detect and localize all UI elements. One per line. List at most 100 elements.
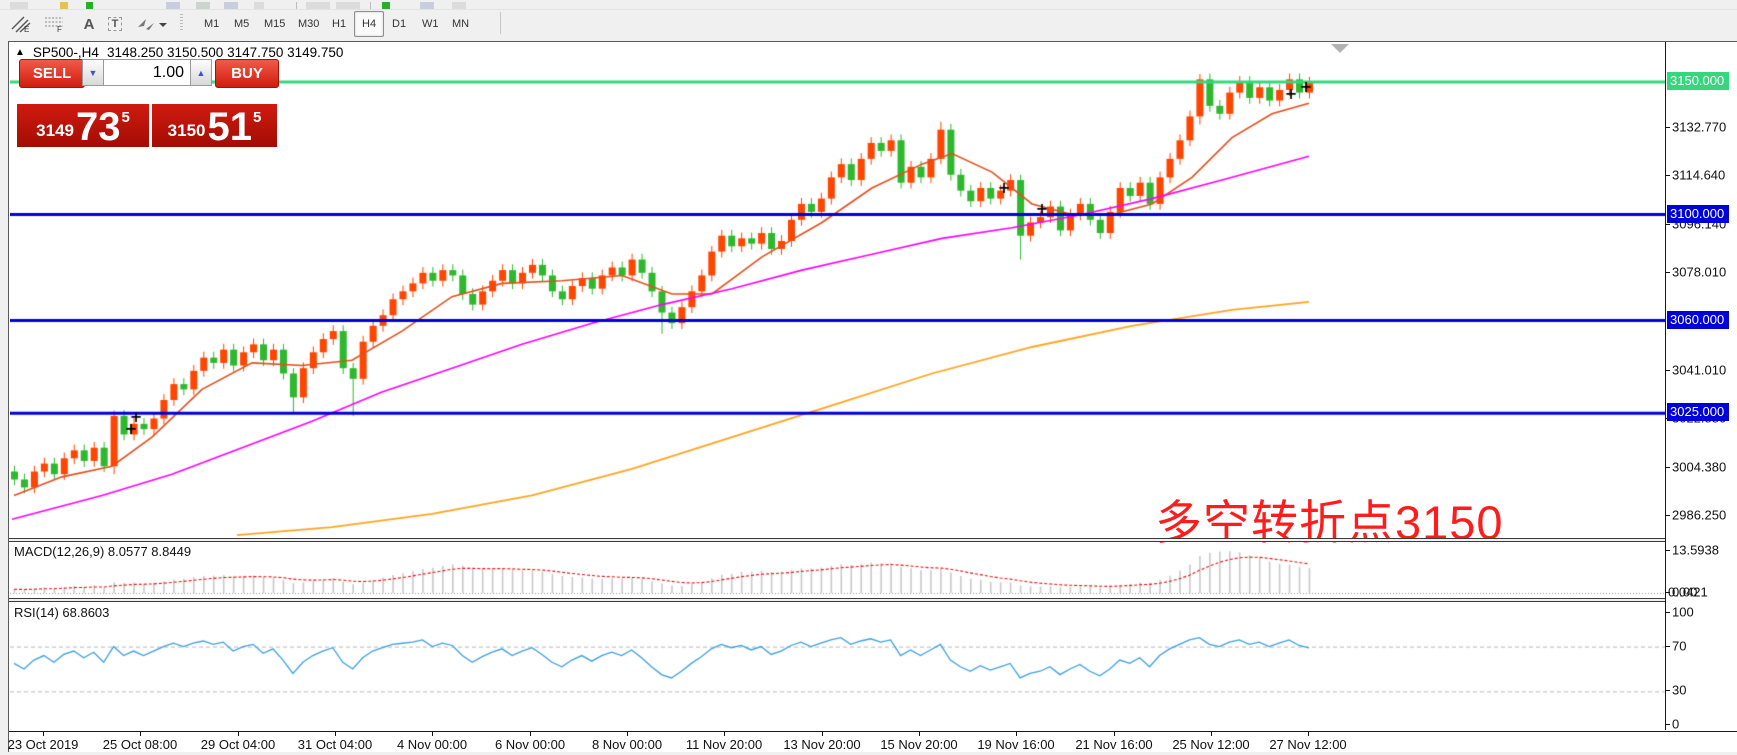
- rsi-axis-label: 30: [1672, 682, 1687, 698]
- label-tool-icon[interactable]: T: [100, 11, 130, 37]
- price-axis-label: 3041.010: [1672, 362, 1727, 378]
- text-tool-icon[interactable]: A: [83, 15, 95, 33]
- axis-tick: [432, 732, 433, 736]
- panel-separator[interactable]: [9, 538, 1665, 542]
- volume-input[interactable]: [104, 59, 190, 86]
- timeframe-MN[interactable]: MN: [452, 18, 470, 30]
- time-axis-label: 15 Nov 20:00: [880, 737, 958, 752]
- svg-text:F: F: [57, 25, 62, 33]
- chart-shift-marker[interactable]: [1331, 44, 1349, 53]
- chart-annotation-text: 多空转折点3150: [1155, 496, 1504, 549]
- level-price-tag: 3150.000: [1667, 72, 1730, 90]
- sell-button[interactable]: SELL: [19, 59, 85, 88]
- workspace-margin: [0, 752, 1737, 755]
- clipped-icon: [166, 2, 180, 9]
- ask-price-sup: 5: [252, 109, 262, 126]
- time-axis-label: 19 Nov 16:00: [977, 737, 1055, 752]
- bid-price-sup: 5: [121, 109, 130, 126]
- price-axis-label: 2986.250: [1672, 507, 1727, 523]
- ask-price-big: 51: [207, 105, 252, 149]
- bid-price-box[interactable]: 3149 73 5: [17, 104, 149, 147]
- macd-label: MACD(12,26,9) 8.0577 8.8449: [14, 544, 192, 559]
- volume-increase-button[interactable]: ▲: [190, 59, 212, 86]
- drawing-toolbar: E F A T M1 M5 M15 M30 H1 H4 D1 W1 MN: [0, 10, 1737, 37]
- price-axis-label: 3004.380: [1672, 459, 1727, 475]
- axis-tick: [1665, 690, 1670, 692]
- axis-tick: [919, 732, 920, 736]
- arrows-tool-icon[interactable]: [130, 11, 172, 37]
- axis-tick: [1665, 369, 1670, 371]
- timeframe-H1[interactable]: H1: [332, 18, 347, 30]
- clipped-icon: [10, 2, 28, 9]
- timeframe-D1[interactable]: D1: [392, 18, 407, 30]
- workspace-margin: [0, 37, 8, 755]
- axis-tick: [1665, 174, 1670, 176]
- timeframe-M15[interactable]: M15: [264, 18, 286, 30]
- fibonacci-tool-icon[interactable]: F: [40, 11, 70, 37]
- axis-tick: [627, 732, 628, 736]
- channel-tool-icon[interactable]: E: [6, 11, 36, 37]
- chart-window: ▲ SP500-,H4 3148.250 3150.500 3147.750 3…: [7, 41, 1737, 754]
- collapse-panel-icon[interactable]: ▲: [15, 47, 25, 58]
- axis-tick: [1665, 223, 1670, 225]
- time-axis-label: 23 Oct 2019: [7, 737, 79, 752]
- clipped-icon: [420, 2, 434, 9]
- divider: [296, 2, 297, 9]
- axis-tick: [724, 732, 725, 736]
- buy-button[interactable]: BUY: [215, 59, 279, 88]
- axis-tick: [1665, 645, 1670, 647]
- time-axis-label: 25 Nov 12:00: [1172, 737, 1250, 752]
- timeframe-M5[interactable]: M5: [234, 18, 250, 30]
- axis-tick: [1114, 732, 1115, 736]
- axis-tick: [1665, 514, 1670, 516]
- rsi-label: RSI(14) 68.8603: [14, 605, 110, 620]
- axis-tick: [1665, 126, 1670, 128]
- time-axis-label: 25 Oct 08:00: [102, 737, 178, 752]
- timeframe-W1[interactable]: W1: [422, 18, 439, 30]
- chart-header: ▲ SP500-,H4 3148.250 3150.500 3147.750 3…: [15, 45, 343, 60]
- divider: [370, 2, 371, 9]
- clipped-icon: [224, 2, 238, 9]
- time-axis-label: 31 Oct 04:00: [297, 737, 373, 752]
- clipped-icon: [306, 2, 330, 9]
- axis-tick: [1665, 466, 1670, 468]
- ask-price-small: 3150: [167, 121, 206, 140]
- timeframe-M1[interactable]: M1: [204, 18, 220, 30]
- axis-tick: [822, 732, 823, 736]
- price-axis-label: 3114.640: [1672, 167, 1726, 183]
- axis-tick: [1665, 612, 1670, 613]
- volume-stepper: ▼ ▲: [82, 59, 212, 86]
- timeframe-M30[interactable]: M30: [298, 18, 320, 30]
- macd-axis-label: 13.5938: [1672, 542, 1719, 558]
- axis-tick: [335, 732, 336, 736]
- axis-tick: [530, 732, 531, 736]
- time-axis-label: 8 Nov 00:00: [591, 737, 663, 752]
- price-axis-border: [1665, 42, 1666, 730]
- axis-tick: [1016, 732, 1017, 736]
- clipped-icon: [60, 2, 68, 9]
- volume-decrease-button[interactable]: ▼: [82, 59, 104, 86]
- rsi-axis-label: 100: [1672, 604, 1694, 620]
- rsi-axis-label: 70: [1672, 638, 1687, 654]
- ask-price-box[interactable]: 3150 51 5: [152, 104, 277, 147]
- svg-text:E: E: [24, 25, 29, 33]
- axis-tick: [43, 732, 44, 736]
- axis-tick: [1665, 271, 1670, 273]
- clipped-icon: [336, 2, 360, 9]
- axis-tick: [238, 732, 239, 736]
- time-axis[interactable]: 23 Oct 2019 25 Oct 08:00 29 Oct 04:00 31 Oc…: [7, 731, 1737, 754]
- axis-tick: [1308, 732, 1309, 736]
- axis-tick: [1665, 592, 1670, 593]
- clipped-icon: [254, 2, 264, 9]
- price-chart-canvas[interactable]: [10, 43, 1665, 731]
- time-axis-label: 4 Nov 00:00: [396, 737, 468, 752]
- panel-separator[interactable]: [9, 598, 1665, 602]
- axis-tick: [1665, 549, 1670, 551]
- toolbar-grip: [180, 14, 183, 32]
- clipped-icon: [452, 2, 466, 9]
- price-axis-label: 3078.010: [1672, 264, 1727, 280]
- level-price-tag: 3060.000: [1667, 310, 1730, 329]
- macd-current-label: 0.0421: [1668, 584, 1708, 600]
- price-axis-label: 3132.770: [1672, 119, 1727, 135]
- timeframe-H4[interactable]: H4: [354, 11, 385, 37]
